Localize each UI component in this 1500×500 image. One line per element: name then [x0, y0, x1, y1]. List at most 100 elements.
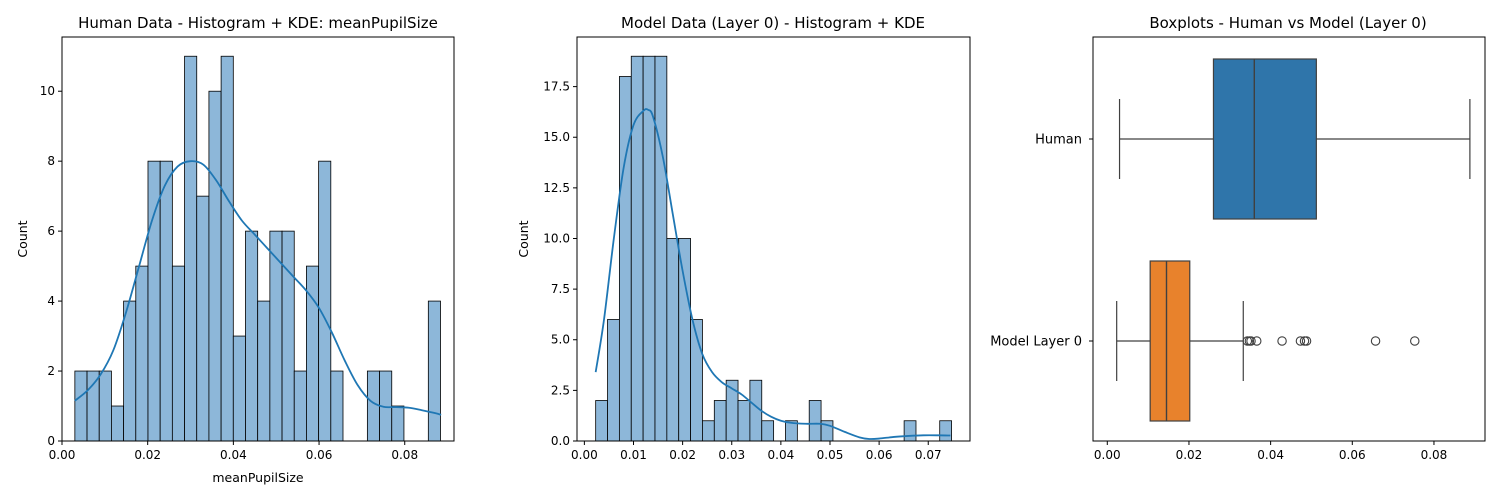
- y-tick-label: 2.5: [551, 383, 570, 397]
- model-histogram-panel: Model Data (Layer 0) - Histogram + KDE 0…: [516, 14, 971, 462]
- histogram-bar: [257, 300, 271, 442]
- histogram-bar: [761, 420, 775, 442]
- x-tick-label: 0.06: [306, 448, 333, 462]
- histogram-bar: [98, 370, 112, 442]
- histogram-bar: [220, 55, 234, 442]
- histogram-bar: [330, 370, 344, 442]
- histogram-bar: [808, 400, 822, 442]
- outlier-point: [1410, 336, 1420, 346]
- y-tick-label: 8: [47, 154, 55, 168]
- category-label: Model Layer 0: [990, 335, 1082, 350]
- y-tick-label: 10: [40, 84, 55, 98]
- human-histogram-bars: [74, 55, 441, 442]
- y-tick-label: 12.5: [543, 181, 570, 195]
- histogram-bar: [245, 230, 259, 442]
- x-tick-label: 0.04: [1257, 448, 1284, 462]
- y-tick-label: 15.0: [543, 130, 570, 144]
- outlier-point: [1301, 336, 1312, 346]
- histogram-bar: [903, 420, 917, 442]
- x-tick-label: 0.03: [718, 448, 745, 462]
- boxplot-title: Boxplots - Human vs Model (Layer 0): [1149, 14, 1426, 32]
- histogram-bar: [159, 160, 173, 442]
- human-y-axis-label: Count: [15, 220, 30, 257]
- histogram-bar: [135, 265, 149, 442]
- histogram-bar: [642, 55, 656, 442]
- histogram-bar: [196, 195, 210, 442]
- human-x-axis-label: meanPupilSize: [212, 470, 304, 485]
- x-tick-label: 0.00: [1094, 448, 1121, 462]
- kde-line: [594, 108, 951, 440]
- y-tick-label: 10.0: [543, 231, 570, 245]
- histogram-bar: [607, 319, 620, 442]
- histogram-bar: [208, 90, 222, 442]
- histogram-bar: [939, 420, 952, 442]
- x-tick-label: 0.04: [768, 448, 795, 462]
- model-y-axis: 0.0 2.5 5.0 7.5 10.0 12.5 15.0 17.5: [543, 80, 577, 448]
- model-kde: [594, 108, 951, 440]
- boxplot-panel: Boxplots - Human vs Model (Layer 0) 0.00…: [990, 14, 1486, 462]
- y-tick-label: 0: [47, 434, 55, 448]
- histogram-bar: [427, 300, 441, 442]
- x-tick-label: 0.06: [866, 448, 893, 462]
- x-tick-label: 0.00: [49, 448, 76, 462]
- boxplot-human: [1118, 58, 1471, 220]
- histogram-bar: [74, 370, 88, 442]
- human-plot-frame: [61, 36, 455, 442]
- y-tick-label: 7.5: [551, 282, 570, 296]
- histogram-bar: [391, 405, 405, 442]
- iqr-box: [1149, 260, 1191, 422]
- histogram-bar: [678, 238, 691, 442]
- model-histogram-bars: [595, 55, 952, 442]
- histogram-bar: [293, 370, 307, 442]
- y-tick-label: 2: [47, 364, 55, 378]
- histogram-bar: [737, 400, 751, 442]
- histogram-bar: [232, 335, 246, 442]
- x-tick-label: 0.02: [134, 448, 161, 462]
- y-tick-label: 0.0: [551, 434, 570, 448]
- histogram-bar: [318, 160, 332, 442]
- y-tick-label: 4: [47, 294, 55, 308]
- x-tick-label: 0.02: [1176, 448, 1203, 462]
- histogram-bar: [184, 55, 198, 442]
- y-tick-label: 6: [47, 224, 55, 238]
- histogram-bar: [666, 238, 680, 442]
- histogram-bar: [366, 370, 380, 442]
- x-tick-label: 0.06: [1339, 448, 1366, 462]
- x-tick-label: 0.02: [669, 448, 696, 462]
- histogram-bar: [123, 300, 137, 442]
- boxplot-boxes: [1116, 58, 1471, 422]
- model-histogram-title: Model Data (Layer 0) - Histogram + KDE: [621, 14, 925, 32]
- human-histogram-title: Human Data - Histogram + KDE: meanPupilS…: [78, 14, 438, 32]
- histogram-bar: [618, 76, 632, 442]
- x-tick-label: 0.04: [220, 448, 247, 462]
- boxplot-x-axis: 0.00 0.02 0.04 0.06 0.08: [1094, 441, 1447, 462]
- human-x-axis: 0.00 0.02 0.04 0.06 0.08: [49, 441, 418, 462]
- boxplot-category-axis: Human Model Layer 0: [990, 133, 1093, 350]
- kde-line: [74, 160, 442, 416]
- x-tick-label: 0.08: [1421, 448, 1448, 462]
- model-x-axis: 0.00 0.01 0.02 0.03 0.04 0.05 0.06 0.07: [571, 441, 942, 462]
- human-y-axis: 0 2 4 6 8 10: [40, 84, 62, 448]
- histogram-bar: [111, 405, 125, 442]
- x-tick-label: 0.00: [571, 448, 598, 462]
- boxplot-plot-frame: [1092, 36, 1486, 442]
- histogram-bar: [702, 420, 715, 442]
- outlier-point: [1295, 336, 1306, 346]
- histogram-bar: [713, 400, 727, 442]
- histogram-bar: [281, 230, 295, 442]
- human-histogram-panel: Human Data - Histogram + KDE: meanPupilS…: [15, 14, 455, 485]
- histogram-bar: [86, 370, 100, 442]
- category-label: Human: [1035, 133, 1082, 148]
- human-kde: [74, 160, 442, 416]
- x-tick-label: 0.07: [915, 448, 942, 462]
- y-tick-label: 17.5: [543, 80, 570, 94]
- model-y-axis-label: Count: [516, 220, 531, 257]
- histogram-bar: [654, 55, 668, 442]
- outlier-point: [1277, 336, 1287, 346]
- outlier-point: [1246, 336, 1256, 346]
- boxplot-model: [1116, 260, 1420, 422]
- model-plot-frame: [576, 36, 971, 442]
- x-tick-label: 0.01: [620, 448, 647, 462]
- x-tick-label: 0.08: [391, 448, 418, 462]
